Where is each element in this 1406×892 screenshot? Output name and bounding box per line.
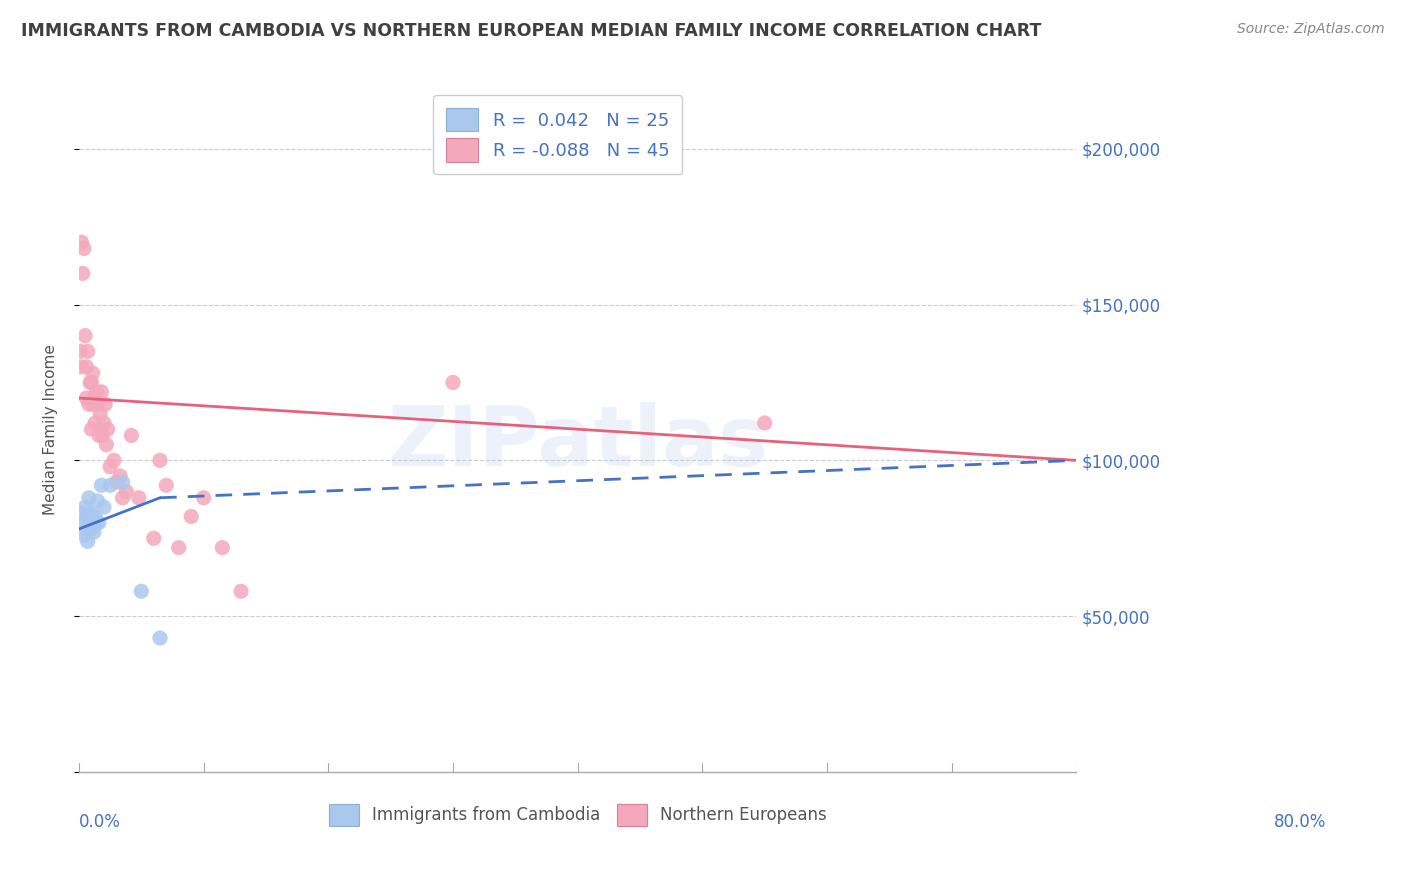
Point	[754, 416, 776, 430]
Point	[149, 453, 172, 467]
Point	[80, 522, 103, 536]
Point	[76, 534, 98, 549]
Point	[76, 509, 98, 524]
Point	[86, 397, 108, 411]
Point	[87, 516, 110, 530]
Point	[82, 397, 104, 411]
Point	[155, 478, 177, 492]
Point	[75, 522, 97, 536]
Point	[91, 428, 114, 442]
Point	[82, 509, 104, 524]
Point	[79, 376, 101, 390]
Point	[90, 478, 112, 492]
Point	[83, 516, 105, 530]
Point	[128, 491, 150, 505]
Point	[82, 366, 104, 380]
Point	[93, 500, 115, 515]
Point	[70, 507, 93, 521]
Point	[149, 631, 172, 645]
Point	[94, 397, 117, 411]
Point	[79, 507, 101, 521]
Point	[90, 384, 112, 399]
Point	[80, 376, 103, 390]
Point	[80, 516, 103, 530]
Text: ZIPatlas: ZIPatlas	[387, 402, 768, 483]
Point	[69, 344, 91, 359]
Point	[180, 509, 202, 524]
Point	[441, 376, 464, 390]
Point	[75, 359, 97, 374]
Text: 80.0%: 80.0%	[1274, 814, 1326, 831]
Point	[83, 524, 105, 539]
Point	[115, 484, 138, 499]
Point	[86, 384, 108, 399]
Point	[86, 494, 108, 508]
Point	[83, 391, 105, 405]
Point	[98, 478, 121, 492]
Point	[229, 584, 252, 599]
Point	[75, 391, 97, 405]
Point	[70, 359, 93, 374]
Point	[75, 328, 97, 343]
Point	[77, 491, 100, 505]
Point	[129, 584, 152, 599]
Point	[86, 516, 108, 530]
Point	[72, 266, 94, 280]
Point	[77, 518, 100, 533]
Point	[103, 453, 125, 467]
Point	[98, 459, 121, 474]
Y-axis label: Median Family Income: Median Family Income	[44, 343, 58, 515]
Text: Source: ZipAtlas.com: Source: ZipAtlas.com	[1237, 22, 1385, 37]
Point	[193, 491, 215, 505]
Point	[84, 416, 107, 430]
Legend: Immigrants from Cambodia, Northern Europeans: Immigrants from Cambodia, Northern Europ…	[322, 797, 834, 832]
Point	[93, 416, 115, 430]
Point	[84, 509, 107, 524]
Point	[89, 407, 111, 421]
Point	[111, 475, 134, 490]
Text: 0.0%: 0.0%	[79, 814, 121, 831]
Point	[76, 344, 98, 359]
Point	[73, 528, 96, 542]
Point	[77, 397, 100, 411]
Point	[142, 531, 165, 545]
Point	[73, 516, 96, 530]
Point	[87, 428, 110, 442]
Point	[96, 438, 118, 452]
Text: IMMIGRANTS FROM CAMBODIA VS NORTHERN EUROPEAN MEDIAN FAMILY INCOME CORRELATION C: IMMIGRANTS FROM CAMBODIA VS NORTHERN EUR…	[21, 22, 1042, 40]
Point	[97, 422, 120, 436]
Point	[75, 500, 97, 515]
Point	[105, 475, 128, 490]
Point	[73, 242, 96, 256]
Point	[108, 469, 131, 483]
Point	[70, 235, 93, 250]
Point	[80, 422, 103, 436]
Point	[211, 541, 233, 555]
Point	[120, 428, 142, 442]
Point	[111, 491, 134, 505]
Point	[167, 541, 190, 555]
